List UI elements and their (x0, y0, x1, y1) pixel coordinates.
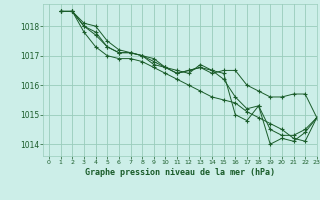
X-axis label: Graphe pression niveau de la mer (hPa): Graphe pression niveau de la mer (hPa) (85, 168, 275, 177)
